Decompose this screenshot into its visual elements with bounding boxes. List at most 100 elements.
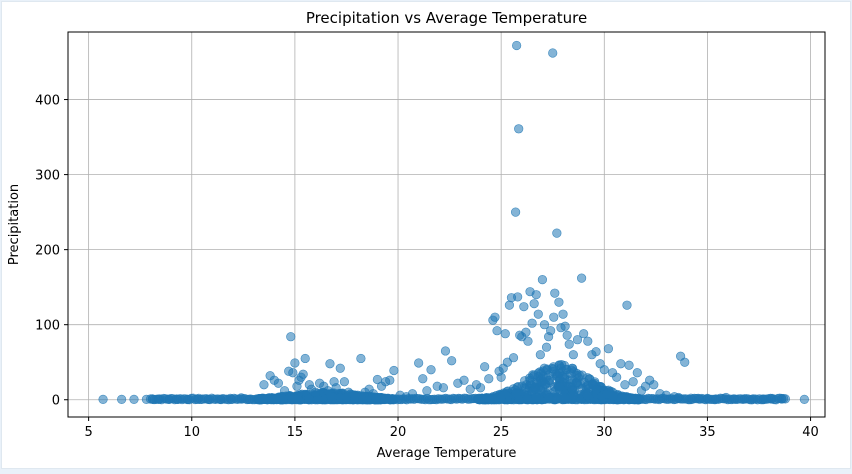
data-point [530, 384, 540, 394]
data-point [422, 386, 432, 396]
data-point [492, 326, 502, 336]
data-point [571, 377, 582, 388]
data-point [407, 389, 418, 399]
data-point [512, 40, 522, 51]
data-point [616, 359, 626, 369]
data-point [531, 290, 541, 300]
data-point [541, 342, 552, 352]
data-point [533, 309, 543, 319]
data-point [164, 394, 174, 404]
data-point [193, 394, 203, 404]
data-point [496, 372, 506, 382]
data-point [729, 394, 739, 404]
data-point [549, 312, 559, 322]
data-point [799, 394, 809, 404]
x-tick-label: 35 [699, 425, 716, 440]
data-point [465, 384, 475, 394]
data-point [286, 332, 296, 342]
data-point [544, 393, 554, 403]
data-point [508, 353, 519, 363]
data-point [490, 312, 500, 322]
data-point [766, 394, 776, 404]
x-tick-label: 30 [596, 425, 613, 440]
data-point [459, 375, 469, 385]
data-point [622, 300, 632, 310]
data-point [624, 360, 634, 370]
data-point [548, 364, 558, 374]
chart-title: Precipitation vs Average Temperature [306, 9, 587, 27]
data-point [686, 393, 696, 403]
data-point [502, 357, 512, 367]
data-point [572, 335, 583, 345]
data-point [558, 309, 568, 319]
data-point [552, 228, 562, 238]
x-tick-label: 5 [84, 425, 92, 440]
data-point [288, 368, 298, 378]
data-point [550, 288, 560, 298]
data-point [304, 393, 314, 404]
data-point [525, 375, 535, 385]
data-point [244, 394, 255, 404]
data-point [339, 377, 349, 387]
data-point [579, 329, 589, 339]
data-point [521, 327, 531, 337]
data-point [325, 359, 335, 369]
data-point [758, 394, 768, 404]
data-point [560, 321, 570, 331]
data-point [628, 377, 638, 387]
x-tick-label: 40 [802, 425, 819, 440]
y-axis-label: Precipitation [7, 184, 22, 265]
data-point [739, 394, 750, 404]
data-point [582, 391, 593, 401]
plot-area-frame [67, 31, 826, 418]
data-point [331, 383, 341, 393]
data-point [529, 299, 539, 309]
data-point [300, 353, 310, 364]
data-point [661, 390, 671, 400]
data-point [522, 394, 532, 404]
grid [68, 32, 825, 417]
data-point [414, 358, 424, 368]
data-point [129, 394, 139, 404]
data-point [310, 387, 321, 397]
data-point [368, 389, 378, 399]
data-point [418, 374, 428, 384]
data-point [236, 393, 246, 403]
data-point [356, 353, 366, 364]
data-point [500, 329, 510, 339]
data-point [523, 336, 533, 346]
data-point [603, 344, 614, 354]
data-point [777, 394, 787, 404]
data-point [473, 394, 484, 404]
data-point [527, 318, 537, 328]
data-point [389, 365, 399, 376]
data-point [279, 386, 290, 396]
data-point [711, 394, 721, 404]
data-point [385, 375, 395, 385]
data-point [183, 394, 193, 404]
data-point [480, 362, 490, 372]
data-point [552, 394, 562, 404]
data-point [548, 48, 558, 58]
data-point [226, 394, 236, 404]
data-point [514, 394, 524, 405]
data-point [546, 326, 556, 336]
data-point [203, 394, 213, 404]
x-tick-label: 10 [183, 425, 200, 440]
x-tick-label: 15 [287, 425, 304, 440]
data-point [255, 394, 265, 404]
data-point [440, 346, 451, 356]
data-point [583, 336, 593, 346]
data-point [620, 380, 630, 390]
data-point [298, 369, 308, 379]
data-point [335, 363, 345, 373]
data-point [539, 320, 550, 330]
data-point [602, 389, 612, 399]
x-tick-label: 20 [390, 425, 407, 440]
data-point [537, 275, 548, 285]
data-point [259, 380, 269, 390]
data-point [555, 381, 565, 392]
